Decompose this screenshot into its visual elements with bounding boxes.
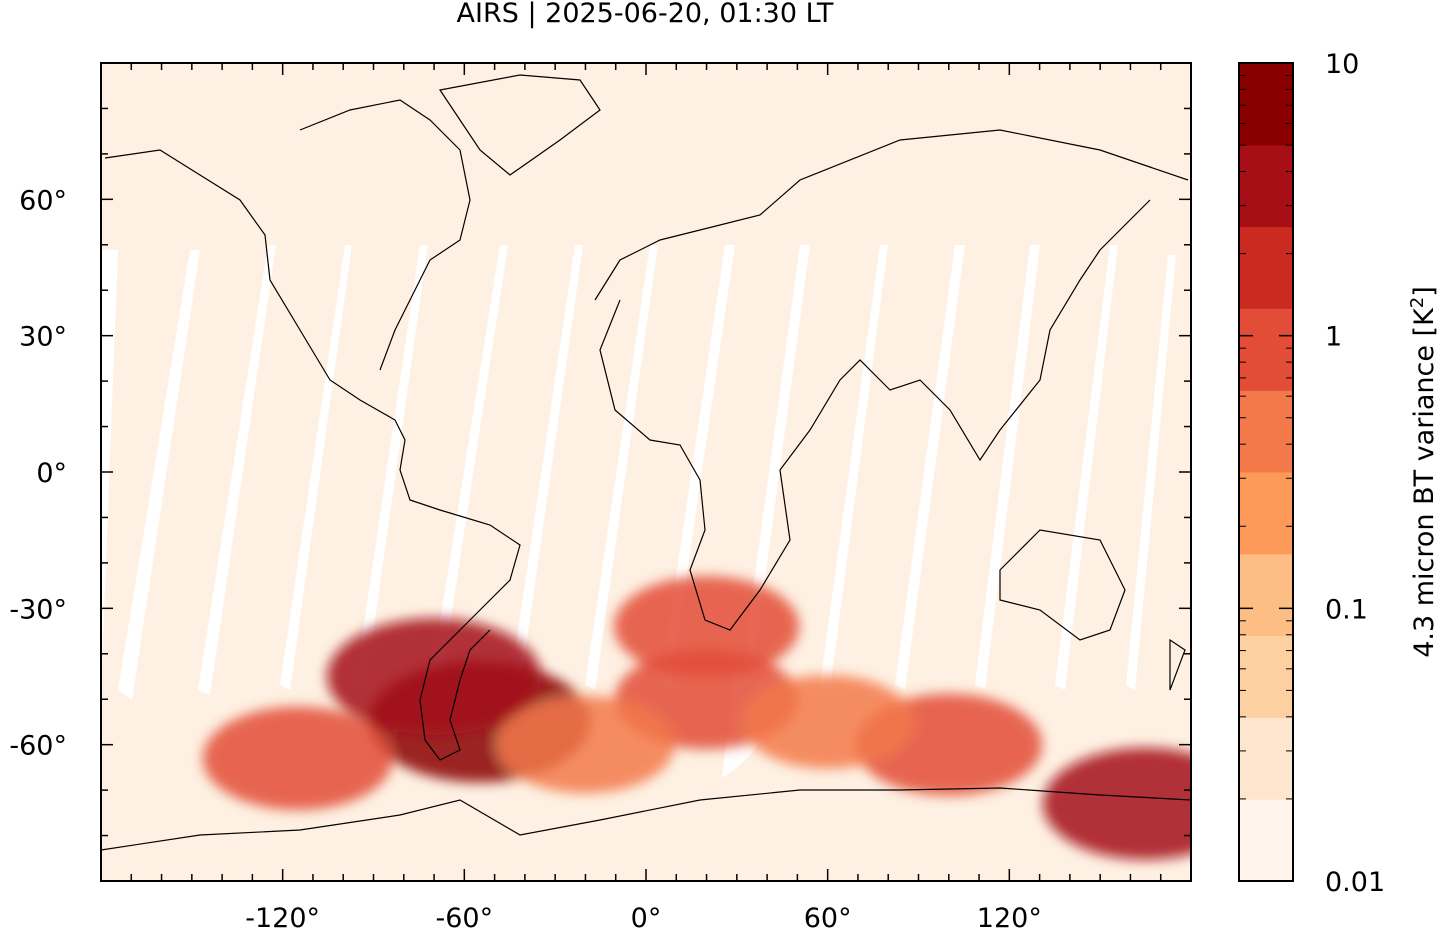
colorbar-tick-label: 1 <box>1325 322 1342 353</box>
variance-field <box>202 575 1191 860</box>
colorbar-band <box>1239 635 1293 718</box>
colorbar-title: 4.3 micron BT variance [K2] <box>1407 286 1440 658</box>
colorbar-frame <box>1238 62 1294 882</box>
colorbar-bands <box>1239 63 1293 882</box>
colorbar-band <box>1239 226 1293 309</box>
colorbar-band <box>1239 717 1293 800</box>
field-southern-andes <box>327 618 542 735</box>
x-tick-label: -120° <box>245 903 320 930</box>
swath-gaps <box>101 245 1176 778</box>
colorbar-tick-label: 0.01 <box>1325 867 1385 898</box>
map-ticks <box>101 63 1191 881</box>
colorbar-band <box>1239 63 1293 146</box>
colorbar-tick-label: 0.1 <box>1325 594 1368 625</box>
x-tick-label: 0° <box>631 903 662 930</box>
x-tick-labels: -120° -60° 0° 60° 120° <box>245 903 1042 930</box>
y-tick-label: 30° <box>19 322 67 353</box>
colorbar-ticks: 10 1 0.1 0.01 <box>1239 49 1385 898</box>
y-tick-label: 60° <box>19 185 67 216</box>
y-tick-label: -30° <box>9 594 67 625</box>
x-tick-label: 60° <box>804 903 852 930</box>
colorbar-band <box>1239 144 1293 228</box>
colorbar-band <box>1239 390 1293 473</box>
colorbar-band <box>1239 472 1293 555</box>
field-southern-indian-ocean <box>741 675 914 769</box>
field-south-atlantic <box>496 695 675 794</box>
x-tick-label: 120° <box>977 903 1042 930</box>
y-tick-labels: 60° 30° 0° -30° -60° <box>9 185 67 761</box>
coastlines <box>101 74 1191 851</box>
colorbar: 10 1 0.1 0.01 4.3 micron BT variance [K2] <box>1238 49 1440 898</box>
field-cape-point <box>613 575 800 678</box>
y-tick-label: -60° <box>9 731 67 762</box>
colorbar-band <box>1239 553 1293 637</box>
colorbar-band <box>1239 308 1293 391</box>
y-tick-label: 0° <box>36 458 67 489</box>
map-panel: -120° -60° 0° 60° 120° 60° 30° 0° -30° -60° <box>9 62 1192 930</box>
field-south-pacific-band <box>202 706 393 811</box>
colorbar-band <box>1239 799 1293 882</box>
colorbar-tick-label: 10 <box>1325 49 1359 80</box>
field-tasmania-nz <box>1042 747 1191 860</box>
x-tick-label: -60° <box>436 903 494 930</box>
map-title: AIRS | 2025-06-20, 01:30 LT <box>456 0 834 29</box>
